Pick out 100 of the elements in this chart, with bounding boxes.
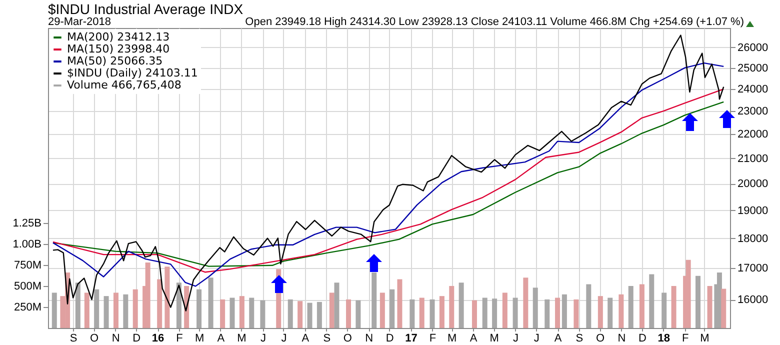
x-tick-label: F — [429, 332, 436, 344]
bar — [346, 299, 352, 328]
bar — [298, 301, 303, 328]
bar — [220, 299, 226, 328]
bar — [84, 292, 90, 328]
bar — [397, 279, 402, 328]
chart-title: $INDU Industrial Average INDX — [48, 1, 244, 17]
bar — [562, 294, 567, 328]
bar — [439, 296, 444, 328]
x-tick-label: F — [682, 332, 689, 344]
bar — [132, 289, 138, 328]
bar — [419, 298, 424, 328]
bar — [639, 284, 644, 328]
y-tick-label: 1.00B — [12, 238, 42, 250]
bar — [662, 292, 667, 328]
legend-label: $INDU (Daily) 24103.11 — [67, 66, 198, 80]
bar — [502, 292, 508, 328]
x-tick-label: N — [365, 332, 374, 344]
bar — [544, 299, 550, 328]
bar — [329, 292, 334, 328]
bar — [449, 286, 454, 328]
bar — [94, 289, 100, 328]
y2-tick-label: 21000 — [738, 152, 768, 165]
y2-tick-label: 26000 — [738, 42, 768, 54]
bar — [307, 302, 312, 328]
x-tick-label: D — [386, 332, 394, 344]
y-tick-label: 250M — [14, 301, 42, 314]
x-tick-label: A — [470, 332, 478, 344]
x-tick-label: F — [176, 332, 184, 344]
bar — [196, 289, 202, 328]
x-tick-label: O — [90, 332, 100, 344]
bar — [482, 298, 488, 328]
y2-tick-label: 17000 — [738, 262, 768, 275]
y-tick-label: 500M — [14, 280, 42, 292]
x-tick-label: J — [260, 332, 266, 344]
y2-tick-label: 16000 — [738, 294, 768, 306]
bar — [113, 292, 118, 328]
x-tick-label: 18 — [658, 332, 670, 344]
bar — [707, 286, 712, 328]
bar — [239, 296, 244, 328]
bar — [145, 262, 150, 328]
legend-label: MA(50) 25066.35 — [67, 54, 163, 68]
bar — [123, 294, 128, 328]
x-tick-label: J — [534, 332, 540, 344]
x-tick-label: M — [490, 332, 499, 344]
bar — [334, 282, 340, 328]
bar — [598, 296, 603, 328]
x-tick-label: M — [448, 332, 457, 344]
bar — [390, 289, 395, 328]
x-tick-label: 16 — [152, 332, 164, 344]
bar — [532, 288, 538, 328]
x-tick-label: 17 — [405, 332, 418, 344]
bar — [380, 292, 385, 328]
x-tick-label: D — [132, 332, 141, 344]
legend-label: Volume 466,765,408 — [67, 78, 182, 92]
bar — [512, 298, 518, 328]
bar — [249, 298, 254, 328]
legend-label: MA(150) 23998.40 — [67, 42, 170, 56]
bar — [356, 300, 361, 328]
bar — [618, 294, 624, 328]
x-tick-label: A — [217, 332, 226, 344]
x-tick-label: M — [194, 332, 204, 344]
bar — [671, 286, 676, 328]
y2-tick-label: 19000 — [738, 204, 768, 217]
x-tick-label: O — [596, 332, 605, 344]
bar — [492, 298, 498, 328]
y2-tick-label: 20000 — [738, 178, 768, 190]
y2-tick-label: 18000 — [738, 232, 768, 245]
bar — [104, 296, 109, 328]
bar — [523, 278, 528, 328]
bar — [164, 266, 170, 328]
bar — [574, 299, 579, 328]
bar — [176, 282, 182, 328]
x-tick-label: J — [281, 332, 287, 344]
x-tick-label: N — [112, 332, 120, 344]
x-tick-label: J — [513, 332, 519, 344]
bar — [410, 299, 415, 328]
text: Open 23949.18 High 24314.30 Low 23928.13 Close 24103.11 Volume 466.8M Chg +254.69 (+1.07 %) — [245, 16, 744, 28]
bar — [260, 300, 266, 328]
bar — [458, 282, 464, 328]
bar — [230, 298, 235, 328]
x-tick-label: N — [618, 332, 626, 344]
x-tick-label: S — [576, 332, 584, 344]
bar — [696, 276, 701, 328]
y-tick-label: 750M — [14, 259, 42, 272]
bar — [52, 292, 57, 328]
legend-label: MA(200) 23412.13 — [67, 30, 170, 44]
x-tick-label: M — [700, 332, 710, 344]
x-tick-label: A — [554, 332, 562, 344]
bar — [555, 298, 560, 328]
bar — [649, 274, 654, 328]
bar — [686, 260, 691, 328]
bar — [472, 300, 477, 328]
bar — [608, 298, 613, 328]
x-tick-label: S — [323, 332, 331, 344]
bar — [721, 288, 726, 328]
bar — [628, 286, 634, 328]
y2-tick-label: 22000 — [738, 128, 768, 141]
x-tick-label: M — [237, 332, 246, 344]
chart-subtitle: 29-Mar-2018 — [48, 16, 111, 28]
